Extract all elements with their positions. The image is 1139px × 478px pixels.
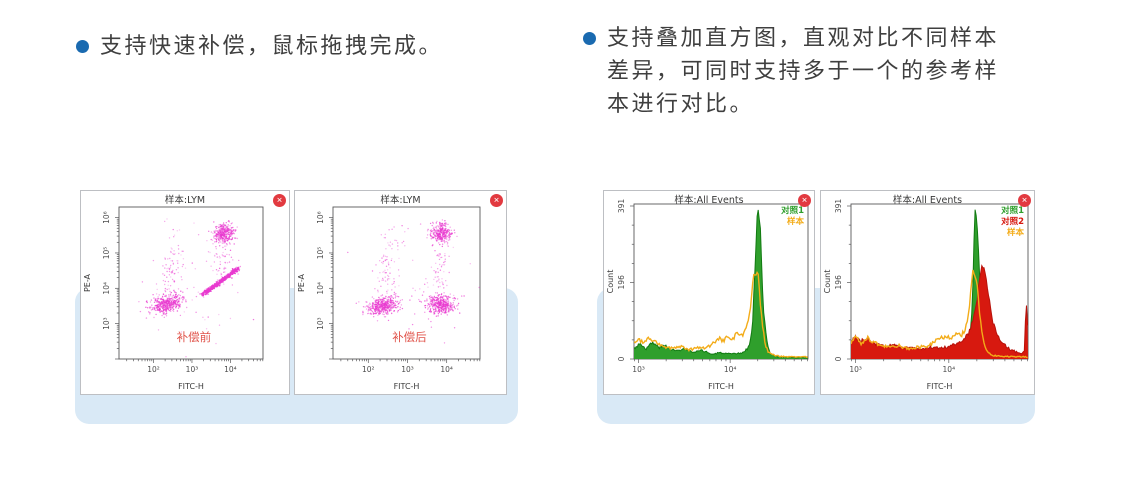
svg-text:FITC-H: FITC-H <box>927 382 953 391</box>
bullet-icon <box>76 40 89 53</box>
close-icon: ✕ <box>276 196 283 205</box>
svg-text:10³: 10³ <box>316 317 325 330</box>
svg-text:FITC-H: FITC-H <box>394 382 420 391</box>
histogram-panel-2: 样本:All Events ✕ 对照1 对照2 样本 10³ 10⁴ 0 196 391 FI… <box>820 190 1035 395</box>
close-icon: ✕ <box>1021 196 1028 205</box>
svg-text:391: 391 <box>617 199 626 214</box>
svg-text:10⁴: 10⁴ <box>102 282 111 295</box>
legend-item: 对照2 <box>1001 217 1024 227</box>
bullet-icon <box>583 32 596 45</box>
close-icon: ✕ <box>801 196 808 205</box>
svg-text:10⁶: 10⁶ <box>316 211 325 224</box>
panel-title: 样本:LYM <box>164 195 206 206</box>
svg-text:196: 196 <box>834 275 843 290</box>
svg-text:10⁴: 10⁴ <box>440 365 453 374</box>
svg-text:10⁴: 10⁴ <box>943 365 956 374</box>
histogram-panel-1: 样本:All Events ✕ 对照1 样本 10³ 10⁴ 0 196 391 FITC-… <box>603 190 815 395</box>
panel-title: 样本:LYM <box>380 195 421 206</box>
feature-label: 支持叠加直方图，直观对比不同样本差异，可同时支持多于一个的参考样本进行对比。 <box>607 26 1000 117</box>
feature-text-overlay: 支持叠加直方图，直观对比不同样本差异，可同时支持多于一个的参考样本进行对比。 <box>583 22 1008 121</box>
svg-text:10³: 10³ <box>849 365 862 374</box>
feature-label: 支持快速补偿，鼠标拖拽完成。 <box>100 34 444 59</box>
legend-item: 对照1 <box>781 206 804 216</box>
scatter-chart-canvas: 10² 10³ 10⁴ 10³ 10⁴ 10⁵ 10⁶ FITC-H PE-A 补偿后 <box>297 206 481 391</box>
legend: 对照1 样本 <box>781 206 804 228</box>
close-button[interactable]: ✕ <box>490 194 503 207</box>
histogram-chart-canvas: 10³ 10⁴ 0 196 391 FITC-H Count <box>606 199 809 391</box>
close-button[interactable]: ✕ <box>1018 194 1031 207</box>
svg-text:FITC-H: FITC-H <box>708 382 734 391</box>
svg-text:10³: 10³ <box>186 365 199 374</box>
svg-text:FITC-H: FITC-H <box>178 382 204 391</box>
close-button[interactable]: ✕ <box>273 194 286 207</box>
svg-text:10³: 10³ <box>102 317 111 330</box>
svg-text:10²: 10² <box>362 365 375 374</box>
svg-text:0: 0 <box>834 356 843 361</box>
feature-text-compensation: 支持快速补偿，鼠标拖拽完成。 <box>76 30 546 63</box>
svg-text:196: 196 <box>617 275 626 290</box>
legend-item: 样本 <box>786 217 804 227</box>
svg-text:10⁵: 10⁵ <box>316 247 325 260</box>
svg-text:10²: 10² <box>147 365 160 374</box>
svg-text:补偿后: 补偿后 <box>392 330 427 344</box>
svg-text:10⁶: 10⁶ <box>102 211 111 224</box>
legend: 对照1 对照2 样本 <box>1001 206 1024 239</box>
svg-text:10³: 10³ <box>632 365 645 374</box>
close-icon: ✕ <box>493 196 500 205</box>
legend-item: 对照1 <box>1001 206 1024 216</box>
svg-text:10⁴: 10⁴ <box>316 282 325 295</box>
svg-text:391: 391 <box>834 199 843 214</box>
svg-text:10⁵: 10⁵ <box>102 247 111 260</box>
svg-text:0: 0 <box>617 356 626 361</box>
svg-text:Count: Count <box>606 270 615 294</box>
chart-group-compensation: 样本:LYM ✕ 10² 10³ 10⁴ 10³ 10⁴ 10⁵ 10⁶ FITC-H PE-A… <box>75 188 518 426</box>
scatter-before-panel: 样本:LYM ✕ 10² 10³ 10⁴ 10³ 10⁴ 10⁵ 10⁶ FITC-H PE-A… <box>80 190 290 395</box>
panel-title: 样本:All Events <box>892 195 963 206</box>
close-button[interactable]: ✕ <box>798 194 811 207</box>
svg-text:PE-A: PE-A <box>83 273 92 292</box>
legend-item: 样本 <box>1006 228 1024 238</box>
histogram-chart-canvas: 10³ 10⁴ 0 196 391 FITC-H Count <box>823 199 1029 391</box>
scatter-after-panel: 样本:LYM ✕ 10² 10³ 10⁴ 10³ 10⁴ 10⁵ 10⁶ FITC-H PE-A… <box>294 190 507 395</box>
svg-text:10⁴: 10⁴ <box>724 365 737 374</box>
chart-group-histograms: 样本:All Events ✕ 对照1 样本 10³ 10⁴ 0 196 391 FITC-… <box>597 188 1035 426</box>
scatter-chart-canvas: 10² 10³ 10⁴ 10³ 10⁴ 10⁵ 10⁶ FITC-H PE-A 补偿前 <box>83 206 264 391</box>
svg-text:补偿前: 补偿前 <box>177 330 212 344</box>
svg-text:Count: Count <box>823 270 832 294</box>
svg-text:PE-A: PE-A <box>297 273 306 292</box>
svg-text:10³: 10³ <box>401 365 414 374</box>
svg-text:10⁴: 10⁴ <box>224 365 237 374</box>
panel-title: 样本:All Events <box>674 195 744 206</box>
